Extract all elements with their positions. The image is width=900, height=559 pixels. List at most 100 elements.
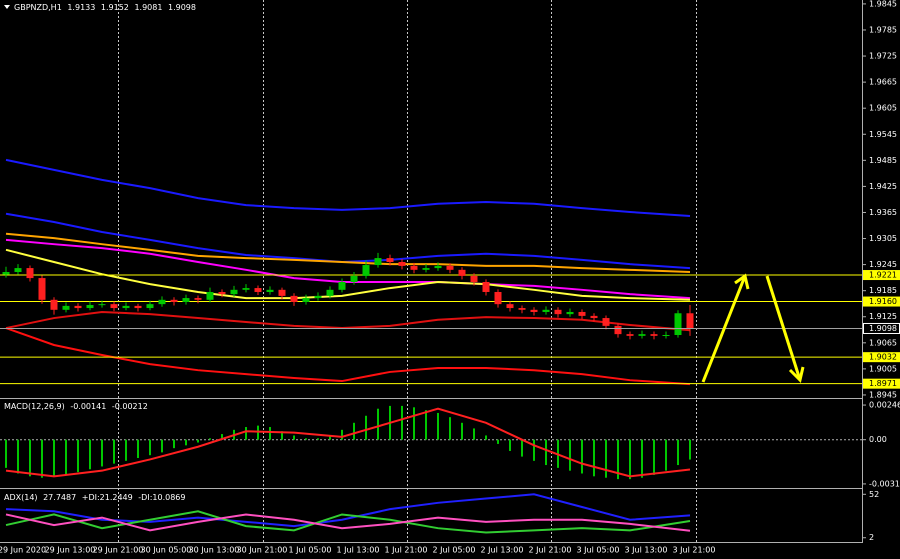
y-tick-label: 1.9005 [869,364,897,373]
candle-body [134,305,142,309]
candle-body [578,311,586,316]
histogram-bar [41,439,43,478]
y-tick-label: 1.9485 [869,156,897,165]
candle-body [338,281,346,290]
candle-body [674,313,682,335]
candle-body [206,291,214,300]
histogram-bar [173,439,175,449]
histogram-bar [437,412,439,440]
indicator-line [5,310,691,332]
candle-body [26,268,34,279]
candle-body [158,299,166,305]
candle-body [374,258,382,266]
menu-icon[interactable] [4,5,10,9]
candle-body [458,269,466,276]
histogram-bar [521,439,523,457]
candle-body [362,265,370,276]
histogram-bar [425,410,427,440]
candle-body [494,291,502,305]
histogram-bar [593,439,595,477]
histogram-bar [497,439,499,444]
histogram-bar [605,439,607,478]
histogram-bar [53,439,55,477]
x-tick-label: 1 Jul 21:00 [385,546,428,555]
candle-body [434,265,442,269]
candle-body [110,304,118,309]
indicator-line [5,212,691,270]
histogram-bar [413,407,415,440]
histogram-bar [101,439,103,467]
x-tick-label: 30 Jun 13:00 [189,546,240,555]
x-tick-label: 2 Jul 05:00 [433,546,476,555]
candle-body [566,311,574,315]
level-label: 1.9221 [869,271,897,280]
y-tick-label: 1.8945 [869,390,897,399]
y-tick-label: 1.9665 [869,78,897,87]
histogram-bar [545,439,547,466]
candle-body [2,271,10,275]
candle-body [410,265,418,270]
y-tick-label: 1.9245 [869,260,897,269]
histogram-bar [641,439,643,478]
candle-body [530,309,538,312]
x-tick-label: 29 Jun 21:00 [93,546,144,555]
candle-body [350,275,358,282]
plus-di-name: +DI: [82,493,100,502]
x-tick-label: 29 Jun 2020 [0,546,46,555]
y-tick-label: 1.9305 [869,234,897,243]
histogram-bar [617,439,619,480]
histogram-bar [137,439,139,459]
x-tick-label: 30 Jun 05:00 [141,546,192,555]
candle-body [614,325,622,335]
candle-body [506,304,514,309]
candle-body [38,278,46,300]
y-tick-label: 1.9845 [869,0,897,8]
y-tick-label: 1.9125 [869,312,897,321]
histogram-bar [185,439,187,446]
candle-body [266,289,274,292]
candle-body [398,262,406,266]
level-box [863,378,900,389]
signal-value: -0.00212 [112,402,148,411]
x-tick-label: 1 Jul 05:00 [289,546,332,555]
candle-body [50,299,58,310]
candle-body [686,313,694,329]
low: 1.9081 [134,3,162,12]
candle-body [326,289,334,296]
candle-body [230,289,238,295]
symbol: GBPNZD,H1 [14,3,62,12]
histogram-bar [29,439,31,477]
histogram-bar [65,439,67,475]
x-tick-label: 1 Jul 13:00 [337,546,380,555]
candle-body [182,298,190,302]
bid-label: 1.9098 [869,324,897,333]
candle-body [122,305,130,309]
symbol-header: GBPNZD,H1 1.9133 1.9152 1.9081 1.9098 [14,3,196,12]
y-tick-label: 1.9605 [869,104,897,113]
high: 1.9152 [101,3,129,12]
arrow-head [734,273,750,290]
histogram-bar [77,439,79,473]
indicator-line [5,232,691,273]
level-label: 1.8971 [869,379,897,388]
level-box [863,296,900,307]
candle-body [254,288,262,292]
histogram-bar [377,408,379,440]
candle-body [290,295,298,302]
y-tick-label: 1.9365 [869,208,897,217]
histogram-bar [113,439,115,464]
histogram-bar [293,435,295,440]
histogram-bar [209,438,211,440]
y-tick-label: 1.9425 [869,182,897,191]
histogram-bar [353,422,355,440]
histogram-bar [257,425,259,440]
adx-header: ADX(14) 27.7487 +DI:21.2449 -DI:10.0869 [4,493,186,502]
histogram-bar [197,439,199,443]
candle-body [554,309,562,315]
indicator-line [5,248,691,301]
candle-body [14,268,22,272]
arrow-head [788,366,805,383]
level-label: 1.9160 [869,297,897,306]
indicator-line [5,327,691,386]
